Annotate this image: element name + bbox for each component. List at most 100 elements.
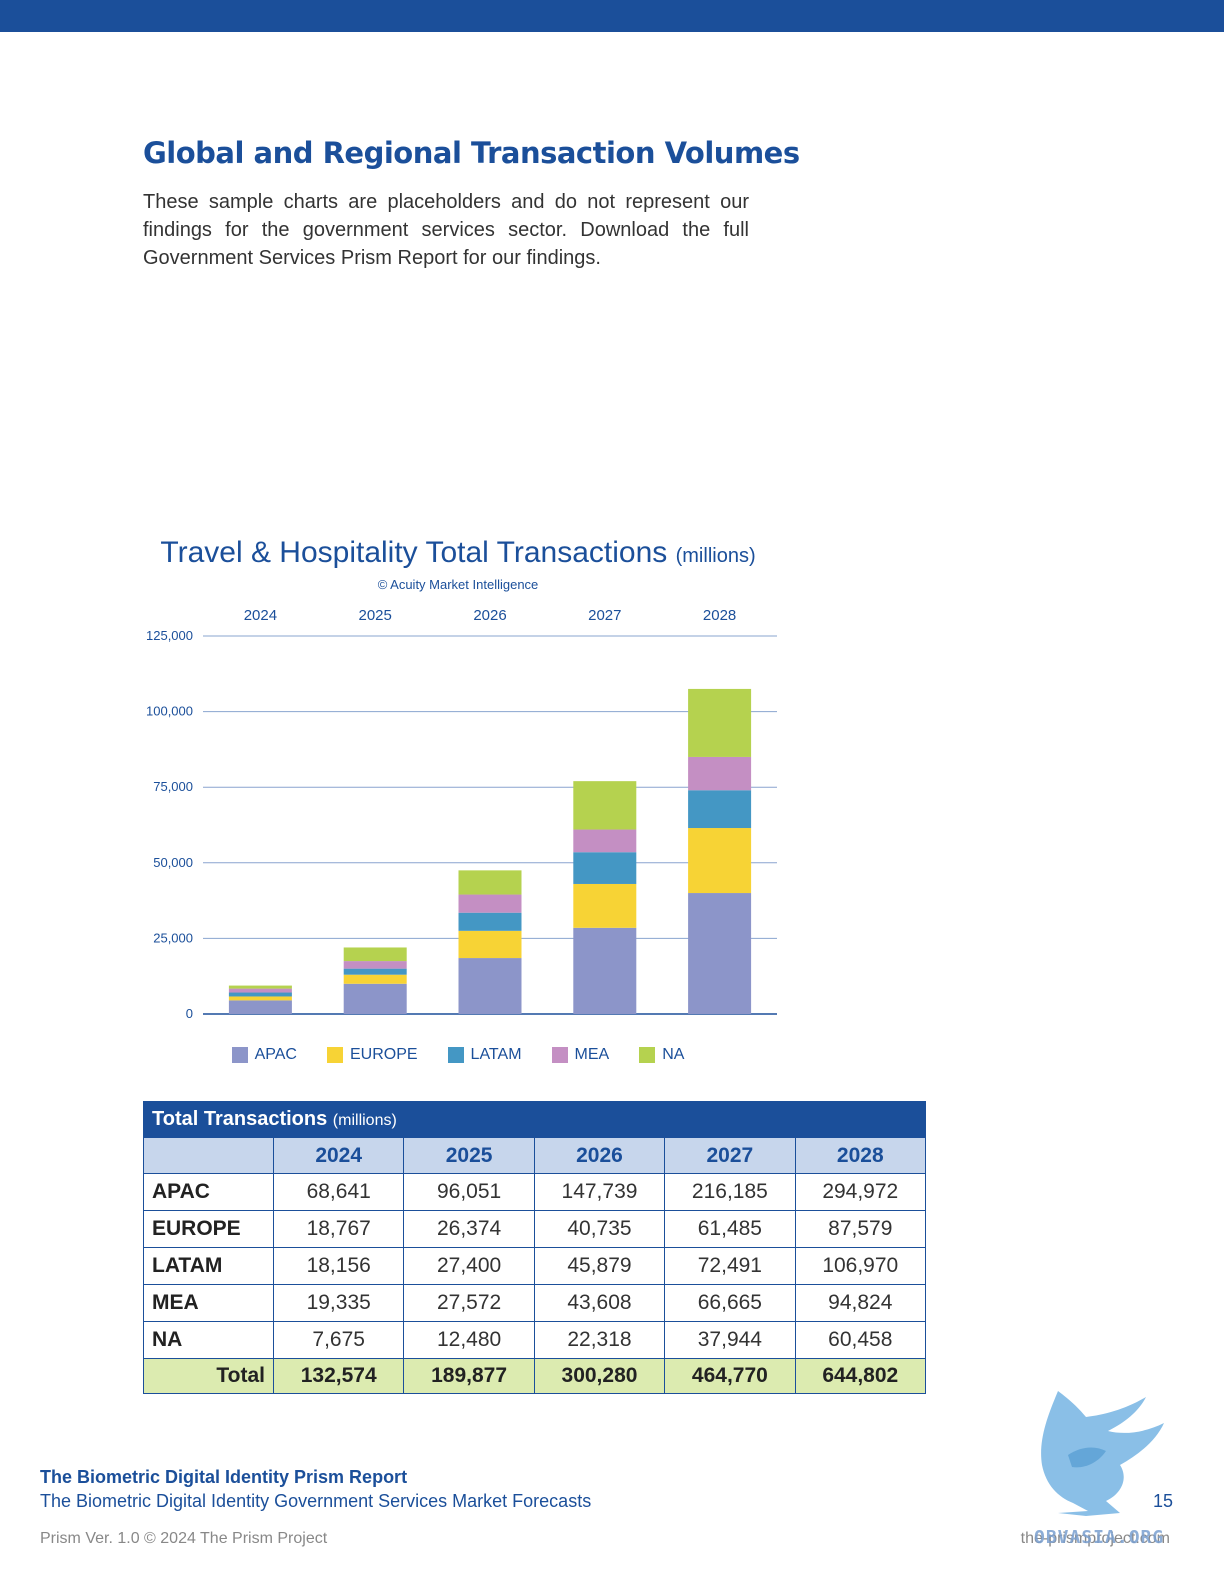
legend-swatch: [639, 1047, 656, 1063]
legend-swatch: [231, 1047, 248, 1063]
bar-segment-na: [688, 688, 752, 757]
transactions-table: Total Transactions (millions) 2024 2025 …: [143, 1101, 927, 1394]
footer-report-title: The Biometric Digital Identity Prism Rep…: [40, 1467, 408, 1487]
legend-label: APAC: [254, 1046, 297, 1063]
bar-segment-mea: [228, 988, 292, 993]
chart-legend: APAC EUROPE LATAM MEA NA: [143, 1046, 773, 1064]
y-tick-label: 25,000: [153, 930, 193, 945]
top-banner: [0, 0, 1224, 32]
row-label: LATAM: [143, 1247, 274, 1285]
table-cell: 27,572: [403, 1284, 535, 1322]
table-cell: 45,879: [533, 1247, 666, 1285]
row-label: APAC: [143, 1173, 274, 1211]
chart-title: Travel & Hospitality Total Transactions …: [143, 536, 773, 570]
chart-title-unit: (millions): [675, 545, 756, 567]
bar-segment-latam: [343, 968, 407, 975]
legend-swatch: [326, 1047, 343, 1063]
intro-paragraph: These sample charts are placeholders and…: [143, 191, 749, 269]
bar-segment-latam: [573, 852, 637, 884]
table-cell: 216,185: [664, 1173, 796, 1211]
table-row: NA 7,675 12,480 22,318 37,944 60,458: [143, 1321, 927, 1359]
table-cell: 94,824: [794, 1284, 927, 1322]
bar-segment-na: [573, 781, 637, 830]
table-header-year: 2025: [403, 1137, 535, 1174]
x-tick-label: 2024: [244, 607, 277, 624]
bar-segment-mea: [573, 829, 637, 853]
table-cell: 87,579: [794, 1210, 927, 1248]
bar-segment-latam: [458, 912, 522, 931]
total-cell: 132,574: [272, 1358, 405, 1394]
bar-segment-na: [228, 985, 292, 989]
table-cell: 40,735: [533, 1210, 666, 1248]
legend-swatch: [551, 1047, 568, 1063]
row-label: EUROPE: [143, 1210, 274, 1248]
table-cell: 18,767: [272, 1210, 405, 1248]
bar-segment-europe: [458, 930, 522, 959]
table-caption-row: Total Transactions (millions): [143, 1101, 926, 1138]
bar-segment-europe: [688, 828, 752, 894]
table-cell: 12,480: [403, 1321, 535, 1359]
table-cell: 19,335: [272, 1284, 405, 1322]
table-header-row: 2024 2025 2026 2027 2028: [143, 1137, 927, 1174]
footer-website: the-prismproject.com: [1020, 1530, 1170, 1547]
table-cell: 27,400: [403, 1247, 535, 1285]
legend-item: EUROPE: [326, 1046, 418, 1064]
table-cell: 18,156: [272, 1247, 405, 1285]
bar-segment-apac: [228, 1000, 292, 1014]
table-caption-unit: (millions): [332, 1112, 397, 1129]
table-row: EUROPE 18,767 26,374 40,735 61,485 87,57…: [143, 1210, 927, 1248]
bar-segment-latam: [688, 790, 752, 829]
table-cell: 294,972: [794, 1173, 927, 1211]
table-cell: 147,739: [533, 1173, 666, 1211]
table-header-blank: [143, 1137, 274, 1174]
page-number: 15: [1153, 1491, 1174, 1511]
row-label: MEA: [143, 1284, 274, 1322]
bar-segment-apac: [343, 983, 407, 1014]
table-caption-text: Total Transactions: [152, 1108, 328, 1130]
y-tick-label: 100,000: [146, 704, 193, 719]
table-caption: Total Transactions (millions): [143, 1101, 926, 1138]
table-cell: 72,491: [664, 1247, 796, 1285]
watermark-text: OBVASIA.ORG: [1034, 1527, 1165, 1548]
total-cell: 644,802: [794, 1358, 927, 1394]
table-cell: 61,485: [664, 1210, 796, 1248]
bar-segment-mea: [343, 961, 407, 969]
legend-label: MEA: [574, 1046, 610, 1063]
table-row: MEA 19,335 27,572 43,608 66,665 94,824: [143, 1284, 927, 1322]
x-tick-label: 2027: [588, 607, 621, 624]
y-tick-label: 50,000: [153, 855, 193, 870]
table-row: LATAM 18,156 27,400 45,879 72,491 106,97…: [143, 1247, 927, 1285]
page-heading: Global and Regional Transaction Volumes: [143, 136, 800, 170]
bar-segment-europe: [573, 883, 637, 928]
table-header-year: 2026: [533, 1137, 666, 1174]
legend-label: NA: [662, 1046, 685, 1063]
griffin-logo-icon: [1041, 1391, 1164, 1516]
x-tick-label: 2028: [703, 607, 736, 624]
table-total-row: Total 132,574 189,877 300,280 464,770 64…: [143, 1358, 927, 1394]
bar-segment-europe: [343, 974, 407, 984]
table-cell: 60,458: [794, 1321, 927, 1359]
table-cell: 43,608: [533, 1284, 666, 1322]
bar-segment-na: [343, 947, 407, 962]
table-cell: 66,665: [664, 1284, 796, 1322]
total-label: Total: [143, 1358, 274, 1394]
y-tick-label: 75,000: [153, 779, 193, 794]
bar-segment-europe: [228, 996, 292, 1001]
table-cell: 96,051: [403, 1173, 535, 1211]
x-tick-label: 2025: [359, 607, 392, 624]
footer-copyright: Prism Ver. 1.0 © 2024 The Prism Project: [40, 1530, 328, 1547]
footer-report-subtitle: The Biometric Digital Identity Governmen…: [40, 1491, 592, 1511]
legend-swatch: [447, 1047, 464, 1063]
total-cell: 464,770: [664, 1358, 796, 1394]
bar-segment-apac: [458, 958, 522, 1014]
table-cell: 26,374: [403, 1210, 535, 1248]
table-header-year: 2027: [664, 1137, 796, 1174]
bar-segment-apac: [573, 927, 637, 1014]
table-cell: 22,318: [533, 1321, 666, 1359]
table-cell: 37,944: [664, 1321, 796, 1359]
table-header-year: 2024: [272, 1137, 405, 1174]
bar-segment-mea: [688, 756, 752, 791]
legend-item: MEA: [551, 1046, 610, 1064]
bar-segment-na: [458, 870, 522, 895]
